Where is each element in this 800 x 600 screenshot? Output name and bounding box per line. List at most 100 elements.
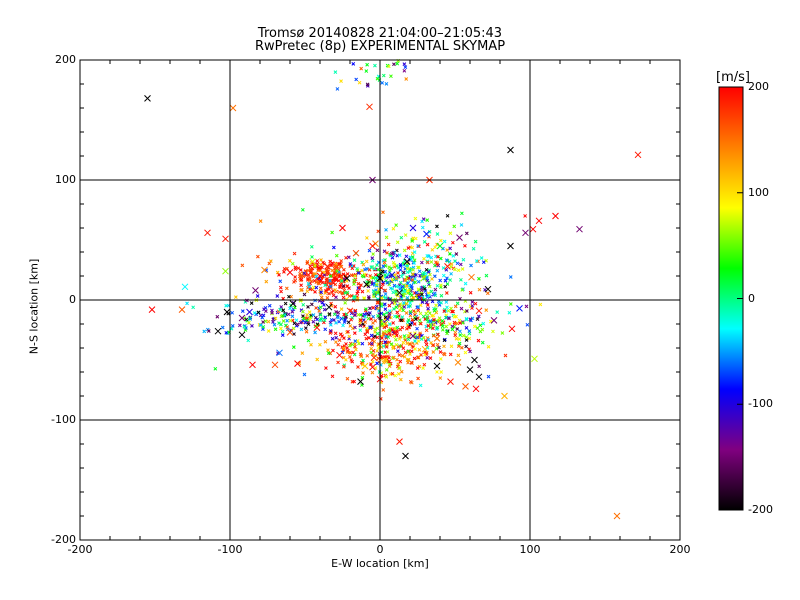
data-point-small (322, 307, 327, 312)
data-point-small (314, 274, 319, 279)
data-point-small (409, 284, 414, 288)
data-point-large (223, 308, 231, 316)
data-point-small (336, 315, 340, 320)
data-point-small (399, 377, 403, 382)
data-point-small (455, 321, 460, 326)
data-point-small (437, 345, 441, 350)
colorbar-tick-label: -100 (748, 397, 773, 411)
data-point-small (397, 253, 402, 257)
data-point-small (309, 342, 313, 347)
data-point-small (341, 284, 346, 288)
data-point-small (330, 268, 335, 273)
data-point-small (382, 260, 387, 265)
data-point-small (442, 239, 447, 244)
data-point-small (402, 62, 407, 67)
data-point-small (421, 366, 425, 370)
data-point-small (357, 80, 362, 85)
data-point-small (380, 81, 384, 85)
data-point-small (424, 300, 429, 305)
data-point-small (524, 304, 529, 309)
data-point-small (413, 317, 418, 321)
data-point-small (375, 335, 380, 340)
data-point-small (371, 321, 375, 325)
data-point-small (360, 273, 365, 278)
data-point-small (424, 328, 429, 333)
data-point-small (339, 79, 343, 83)
data-point-small (407, 325, 411, 330)
data-point-small (364, 336, 369, 341)
data-point-small (349, 273, 354, 278)
data-point-small (326, 351, 331, 355)
data-point-large (352, 249, 360, 257)
data-point-small (365, 82, 370, 87)
data-point-small (341, 323, 345, 328)
data-point-small (425, 303, 430, 307)
data-point-small (278, 279, 283, 284)
data-point-small (279, 326, 283, 331)
data-point-small (344, 255, 348, 260)
data-point-large (613, 512, 621, 520)
data-point-small (442, 352, 447, 357)
data-point-small (402, 289, 407, 294)
data-point-small (309, 244, 314, 249)
data-point-small (331, 288, 335, 293)
data-point-small (308, 317, 312, 322)
data-point-small (437, 316, 442, 321)
data-point-small (453, 267, 457, 272)
data-point-small (436, 254, 440, 259)
data-point-small (339, 259, 344, 263)
data-point-small (387, 362, 392, 367)
data-point-small (339, 279, 344, 283)
data-point-large (366, 103, 373, 111)
data-point-small (275, 294, 280, 298)
data-point-small (429, 340, 433, 345)
data-point-small (368, 325, 372, 330)
data-point-small (435, 283, 440, 288)
data-point-small (384, 334, 388, 339)
data-point-small (293, 267, 298, 272)
data-point-small (428, 319, 433, 324)
data-point-large (271, 361, 279, 369)
data-point-small (293, 275, 297, 279)
data-point-small (363, 314, 368, 319)
data-point-small (449, 264, 453, 269)
data-point-small (298, 268, 303, 272)
data-point-small (330, 336, 335, 341)
data-point-small (426, 337, 431, 342)
data-point-small (432, 308, 437, 313)
data-point-large (309, 258, 316, 265)
data-point-small (407, 276, 411, 281)
data-point-small (392, 62, 396, 67)
data-point-small (422, 240, 427, 244)
data-point-small (413, 280, 418, 285)
data-point-small (409, 349, 414, 354)
data-point-small (406, 337, 411, 342)
data-point-small (460, 288, 465, 292)
data-point-large (444, 263, 451, 270)
data-point-small (269, 259, 273, 263)
data-point-small (341, 295, 346, 300)
data-point-small (426, 306, 430, 311)
data-point-small (279, 289, 283, 294)
data-point-small (353, 313, 357, 318)
data-point-small (372, 267, 377, 272)
data-point-small (455, 301, 460, 306)
data-point-small (384, 235, 389, 240)
data-point-small (409, 293, 414, 298)
data-point-large (447, 378, 454, 385)
data-point-small (463, 350, 468, 355)
data-point-small (250, 324, 254, 328)
data-point-small (386, 64, 391, 69)
chart-title: Tromsø 20140828 21:04:00–21:05:43 (257, 26, 503, 41)
data-point-large (402, 452, 409, 460)
data-point-small (185, 301, 189, 306)
data-point-small (444, 324, 449, 329)
data-point-small (478, 323, 483, 328)
data-point-small (314, 285, 319, 290)
y-tick-label: 100 (55, 173, 76, 186)
data-point-small (266, 329, 271, 333)
data-point-small (213, 366, 218, 371)
data-point-small (305, 318, 309, 322)
data-point-small (399, 274, 404, 279)
data-point-small (416, 244, 420, 248)
